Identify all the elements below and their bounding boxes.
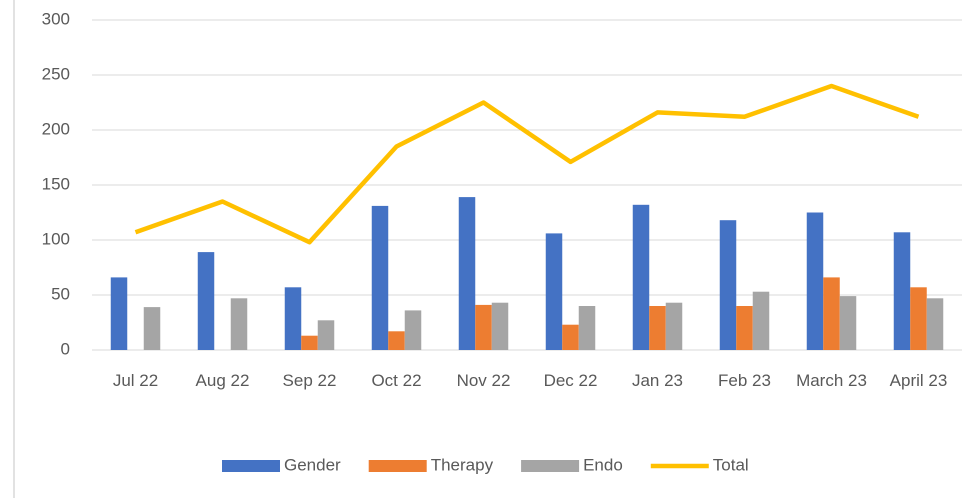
- legend-label: Therapy: [431, 455, 494, 474]
- bar: [806, 212, 824, 350]
- x-tick-label: Sep 22: [282, 371, 337, 390]
- y-tick-label: 50: [51, 284, 70, 303]
- x-tick-label: March 23: [796, 371, 867, 390]
- bar: [475, 304, 492, 350]
- bar: [839, 296, 857, 350]
- bar: [562, 324, 579, 350]
- bar: [230, 298, 248, 350]
- legend-label: Endo: [583, 455, 623, 474]
- bar: [545, 233, 563, 350]
- bar: [665, 302, 683, 350]
- legend-swatch: [521, 460, 580, 472]
- legend-swatch: [222, 460, 280, 472]
- x-tick-label: Jul 22: [112, 371, 159, 390]
- bar: [736, 306, 753, 350]
- bar: [649, 306, 666, 350]
- bar: [926, 298, 944, 350]
- x-tick-label: Feb 23: [718, 371, 771, 390]
- bar: [578, 306, 596, 350]
- bar: [458, 197, 476, 350]
- line: [134, 83, 920, 245]
- y-tick-label: 250: [42, 64, 70, 83]
- bar: [632, 204, 650, 350]
- bar: [388, 331, 405, 350]
- y-tick-label: 200: [42, 119, 70, 138]
- y-tick-label: 100: [42, 229, 70, 248]
- legend-swatch: [368, 460, 427, 472]
- x-tick-label: Oct 22: [371, 371, 422, 390]
- legend-label: Total: [713, 455, 749, 474]
- bar: [823, 277, 840, 350]
- x-tick-label: Aug 22: [195, 371, 250, 390]
- x-tick-label: Nov 22: [456, 371, 511, 390]
- bar: [719, 220, 737, 350]
- bar: [284, 287, 302, 350]
- bar: [371, 205, 389, 350]
- bar: [893, 232, 911, 350]
- y-tick-label: 0: [61, 339, 70, 358]
- y-tick-label: 150: [42, 174, 70, 193]
- x-tick-label: April 23: [889, 371, 948, 390]
- bar: [752, 291, 770, 350]
- x-tick-label: Jan 23: [631, 371, 684, 390]
- bar: [910, 287, 927, 350]
- bar: [143, 307, 161, 350]
- legend-label: Gender: [284, 455, 341, 474]
- bar: [301, 335, 318, 350]
- bar: [110, 277, 128, 350]
- x-tick-label: Dec 22: [543, 371, 598, 390]
- bar: [404, 310, 422, 350]
- bar: [491, 302, 509, 350]
- bar: [197, 252, 215, 350]
- y-tick-label: 300: [42, 9, 70, 28]
- bar: [317, 320, 335, 350]
